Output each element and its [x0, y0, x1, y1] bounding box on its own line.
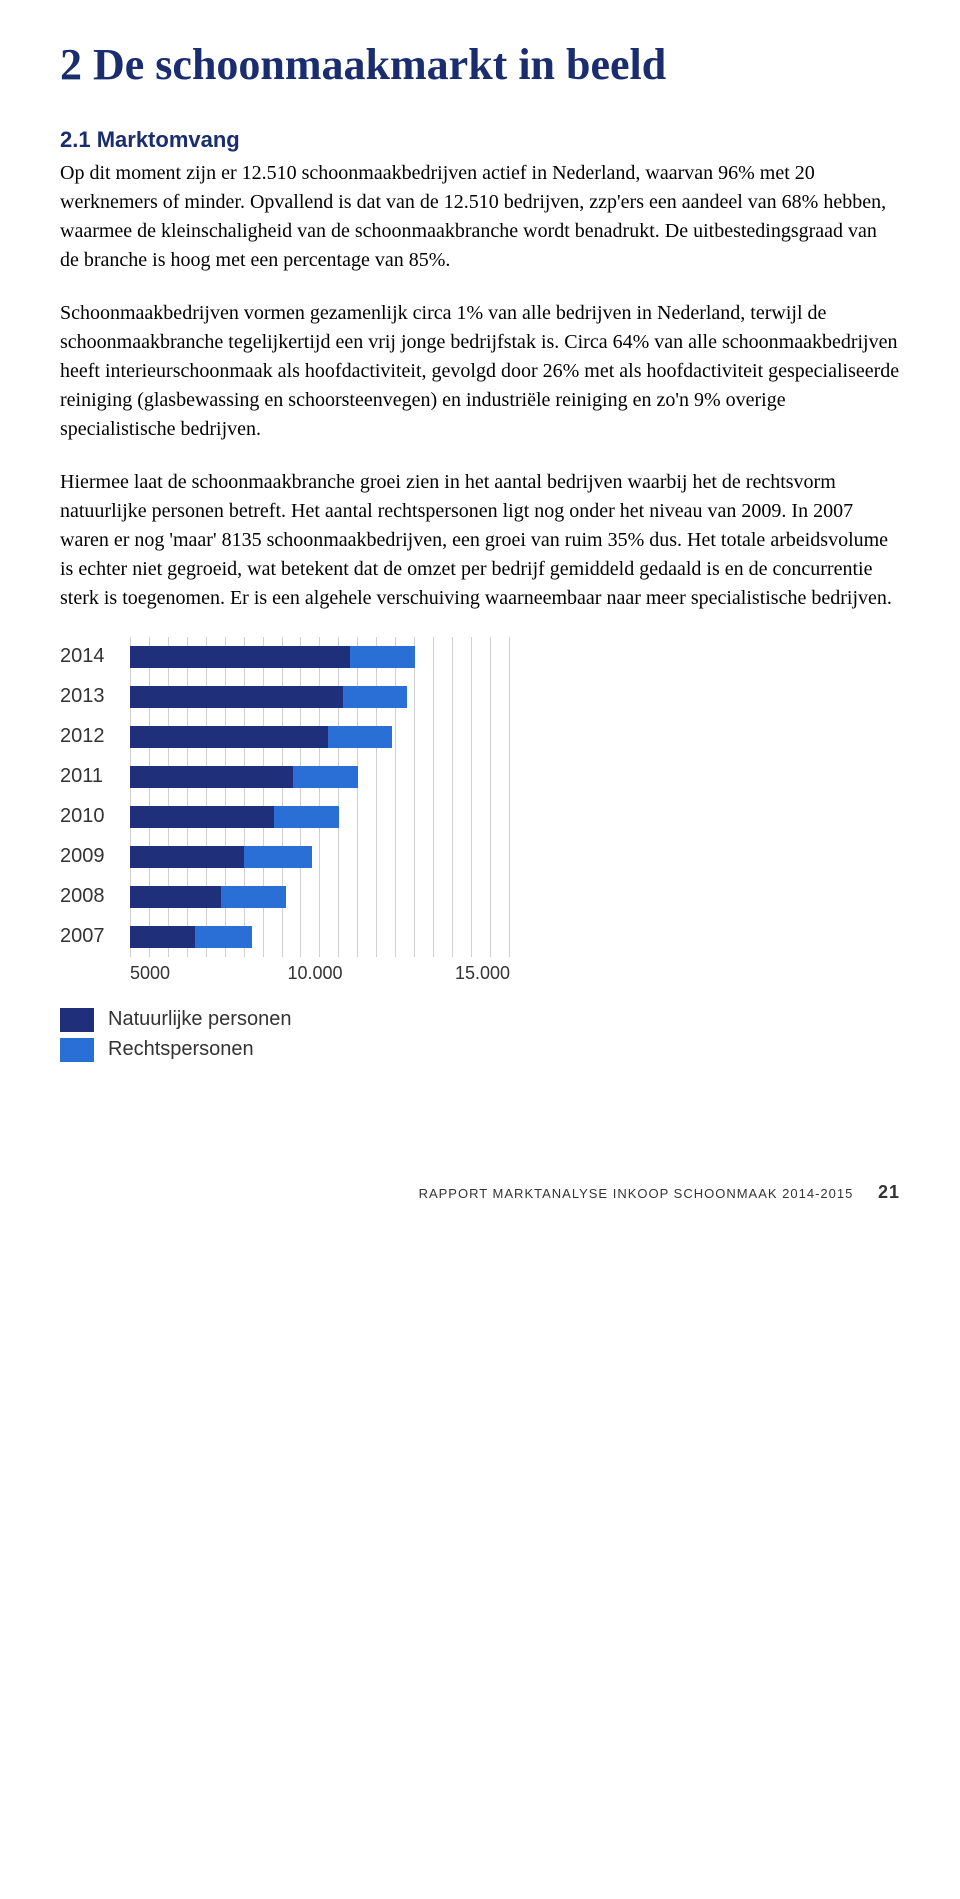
bar-track	[130, 886, 510, 908]
chapter-title: 2 De schoonmaakmarkt in beeld	[60, 40, 900, 91]
bar-segment-rechts	[293, 766, 358, 788]
footer-text: RAPPORT MARKTANALYSE INKOOP SCHOONMAAK 2…	[419, 1186, 854, 1201]
legend-item: Natuurlijke personen	[60, 1008, 900, 1032]
bar-segment-natuurlijke	[130, 686, 343, 708]
year-label: 2008	[60, 885, 130, 908]
paragraph-2: Schoonmaakbedrijven vormen gezamenlijk c…	[60, 299, 900, 444]
chart-row: 2008	[60, 877, 900, 917]
year-label: 2014	[60, 645, 130, 668]
bar-track	[130, 846, 510, 868]
chart-row: 2009	[60, 837, 900, 877]
year-label: 2012	[60, 725, 130, 748]
legend-label: Natuurlijke personen	[108, 1008, 291, 1031]
bar-segment-natuurlijke	[130, 646, 350, 668]
bar-segment-rechts	[244, 846, 312, 868]
bar-track	[130, 926, 510, 948]
page-footer: RAPPORT MARKTANALYSE INKOOP SCHOONMAAK 2…	[60, 1182, 900, 1203]
x-tick-label: 15.000	[380, 963, 510, 984]
chart-row: 2011	[60, 757, 900, 797]
legend-swatch	[60, 1038, 94, 1062]
bar-segment-rechts	[343, 686, 408, 708]
year-label: 2010	[60, 805, 130, 828]
x-tick-label: 5000	[130, 963, 260, 984]
bar-track	[130, 686, 510, 708]
year-label: 2009	[60, 845, 130, 868]
bar-track	[130, 646, 510, 668]
bar-track	[130, 806, 510, 828]
bar-segment-rechts	[328, 726, 393, 748]
companies-chart: 2014 2013 2012 2011 2010 2009 2008 2007500010.0…	[60, 637, 900, 1062]
chart-row: 2014	[60, 637, 900, 677]
bar-segment-rechts	[350, 646, 415, 668]
page-number: 21	[878, 1182, 900, 1202]
section-title: 2.1 Marktomvang	[60, 127, 900, 153]
year-label: 2007	[60, 925, 130, 948]
bar-segment-rechts	[195, 926, 252, 948]
chart-row: 2013	[60, 677, 900, 717]
bar-segment-natuurlijke	[130, 886, 221, 908]
bar-segment-rechts	[221, 886, 286, 908]
year-label: 2013	[60, 685, 130, 708]
bar-track	[130, 726, 510, 748]
bar-segment-natuurlijke	[130, 846, 244, 868]
chart-x-axis: 500010.00015.000	[130, 957, 510, 984]
chart-row: 2012	[60, 717, 900, 757]
legend-item: Rechtspersonen	[60, 1038, 900, 1062]
year-label: 2011	[60, 765, 130, 788]
bar-segment-natuurlijke	[130, 726, 328, 748]
chart-row: 2010	[60, 797, 900, 837]
legend-swatch	[60, 1008, 94, 1032]
chart-legend: Natuurlijke personen Rechtspersonen	[60, 1008, 900, 1062]
paragraph-3: Hiermee laat de schoonmaakbranche groei …	[60, 468, 900, 613]
x-tick-label: 10.000	[250, 963, 380, 984]
paragraph-1: Op dit moment zijn er 12.510 schoonmaakb…	[60, 159, 900, 275]
bar-segment-natuurlijke	[130, 926, 195, 948]
bar-segment-natuurlijke	[130, 806, 274, 828]
bar-segment-rechts	[274, 806, 339, 828]
bar-segment-natuurlijke	[130, 766, 293, 788]
legend-label: Rechtspersonen	[108, 1038, 254, 1061]
chart-row: 2007	[60, 917, 900, 957]
bar-track	[130, 766, 510, 788]
